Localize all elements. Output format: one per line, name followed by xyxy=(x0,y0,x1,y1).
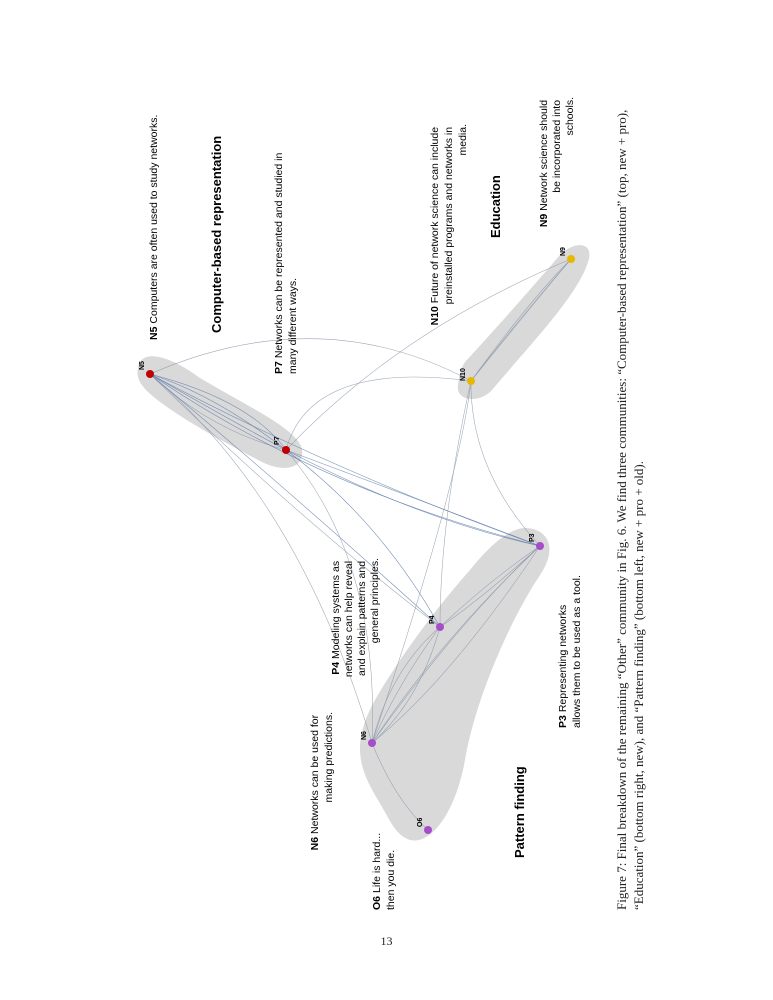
node-N5 xyxy=(146,370,154,378)
node-N9 xyxy=(567,255,575,263)
node-label-O6: O6 xyxy=(417,818,424,827)
annotation-line: media. xyxy=(457,124,469,156)
node-label-P4: P4 xyxy=(429,615,436,624)
community-title-pattern-finding: Pattern finding xyxy=(512,766,527,858)
annotation-P3: P3 Representing networks allows them to b… xyxy=(557,575,583,728)
annotation-line: Representing networks xyxy=(557,605,569,712)
annotation-line: general principles. xyxy=(369,558,381,643)
annotation-line: many different ways. xyxy=(287,278,299,374)
hull-computer-based-representation xyxy=(137,356,303,468)
annotation-line: be incorporated into xyxy=(551,100,563,193)
annotation-code: P4 xyxy=(330,662,342,675)
annotation-line-group: N10 Future of network science can includ… xyxy=(429,127,441,326)
hull-pattern-finding xyxy=(360,528,550,841)
community-title-computer-based-representation: Computer-based representation xyxy=(209,136,224,333)
hull-education xyxy=(457,245,590,400)
edges xyxy=(149,258,572,831)
annotation-P4: P4 Modeling systems as networks can help… xyxy=(330,558,381,677)
annotation-line-group: N6 Networks can be used for xyxy=(309,714,321,850)
annotation-P7: P7 Networks can be represented and studie… xyxy=(273,150,299,374)
annotation-code: P3 xyxy=(557,715,569,728)
node-label-P3: P3 xyxy=(529,533,536,542)
nodes xyxy=(146,255,575,834)
annotation-line: schools. xyxy=(564,97,576,136)
annotation-line-group: N9 Network science should xyxy=(538,100,550,227)
annotation-line: Future of network science can include xyxy=(429,127,441,303)
node-O6 xyxy=(424,826,432,834)
node-P4 xyxy=(436,623,444,631)
annotation-O6: O6 Life is hard... then you die. xyxy=(371,830,397,910)
annotation-line: making predictions. xyxy=(323,712,335,802)
annotation-line-group: P4 Modeling systems as xyxy=(330,561,342,675)
figure-caption: Figure 7: Final breakdown of the remaini… xyxy=(614,109,646,910)
annotation-line: preinstalled programs and networks in xyxy=(443,127,455,305)
annotation-line: Networks can be used for xyxy=(309,714,321,834)
annotation-code: N6 xyxy=(309,837,321,851)
annotation-code: N9 xyxy=(538,214,550,228)
annotation-N6: N6 Networks can be used for making predi… xyxy=(309,712,335,850)
annotation-code: O6 xyxy=(371,896,383,910)
annotation-line: Modeling systems as xyxy=(330,561,342,659)
annotation-N9: N9 Network science should be incorporate… xyxy=(538,97,576,227)
annotation-code: N5 xyxy=(148,326,160,340)
annotation-line: and explain patterns and xyxy=(356,561,368,676)
node-label-N5: N5 xyxy=(139,361,146,370)
node-label-N6: N6 xyxy=(361,731,368,740)
community-title-education: Education xyxy=(488,175,503,238)
annotation-N10: N10 Future of network science can includ… xyxy=(429,124,469,325)
node-label-P7: P7 xyxy=(274,436,281,445)
annotation-line: Networks can be represented and studied … xyxy=(273,153,285,359)
node-N10 xyxy=(467,377,475,385)
annotation-code: P7 xyxy=(273,361,285,374)
page-number: 13 xyxy=(380,934,393,948)
annotation-line: then you die. xyxy=(385,850,397,910)
annotation-line: Life is hard... xyxy=(371,833,383,893)
node-label-N9: N9 xyxy=(560,247,567,256)
node-P7 xyxy=(282,446,290,454)
node-N6 xyxy=(368,739,376,747)
annotation-line: networks can help reveal xyxy=(343,561,355,677)
node-P3 xyxy=(536,542,544,550)
annotation-line: Computers are often used to study networ… xyxy=(148,115,160,324)
annotation-N5: N5 Computers are often used to study netw… xyxy=(148,115,160,340)
node-label-N10: N10 xyxy=(460,368,467,381)
annotation-line: allows them to be used as a tool. xyxy=(571,575,583,728)
annotation-line: Network science should xyxy=(538,100,550,211)
annotation-code: N10 xyxy=(429,306,441,325)
